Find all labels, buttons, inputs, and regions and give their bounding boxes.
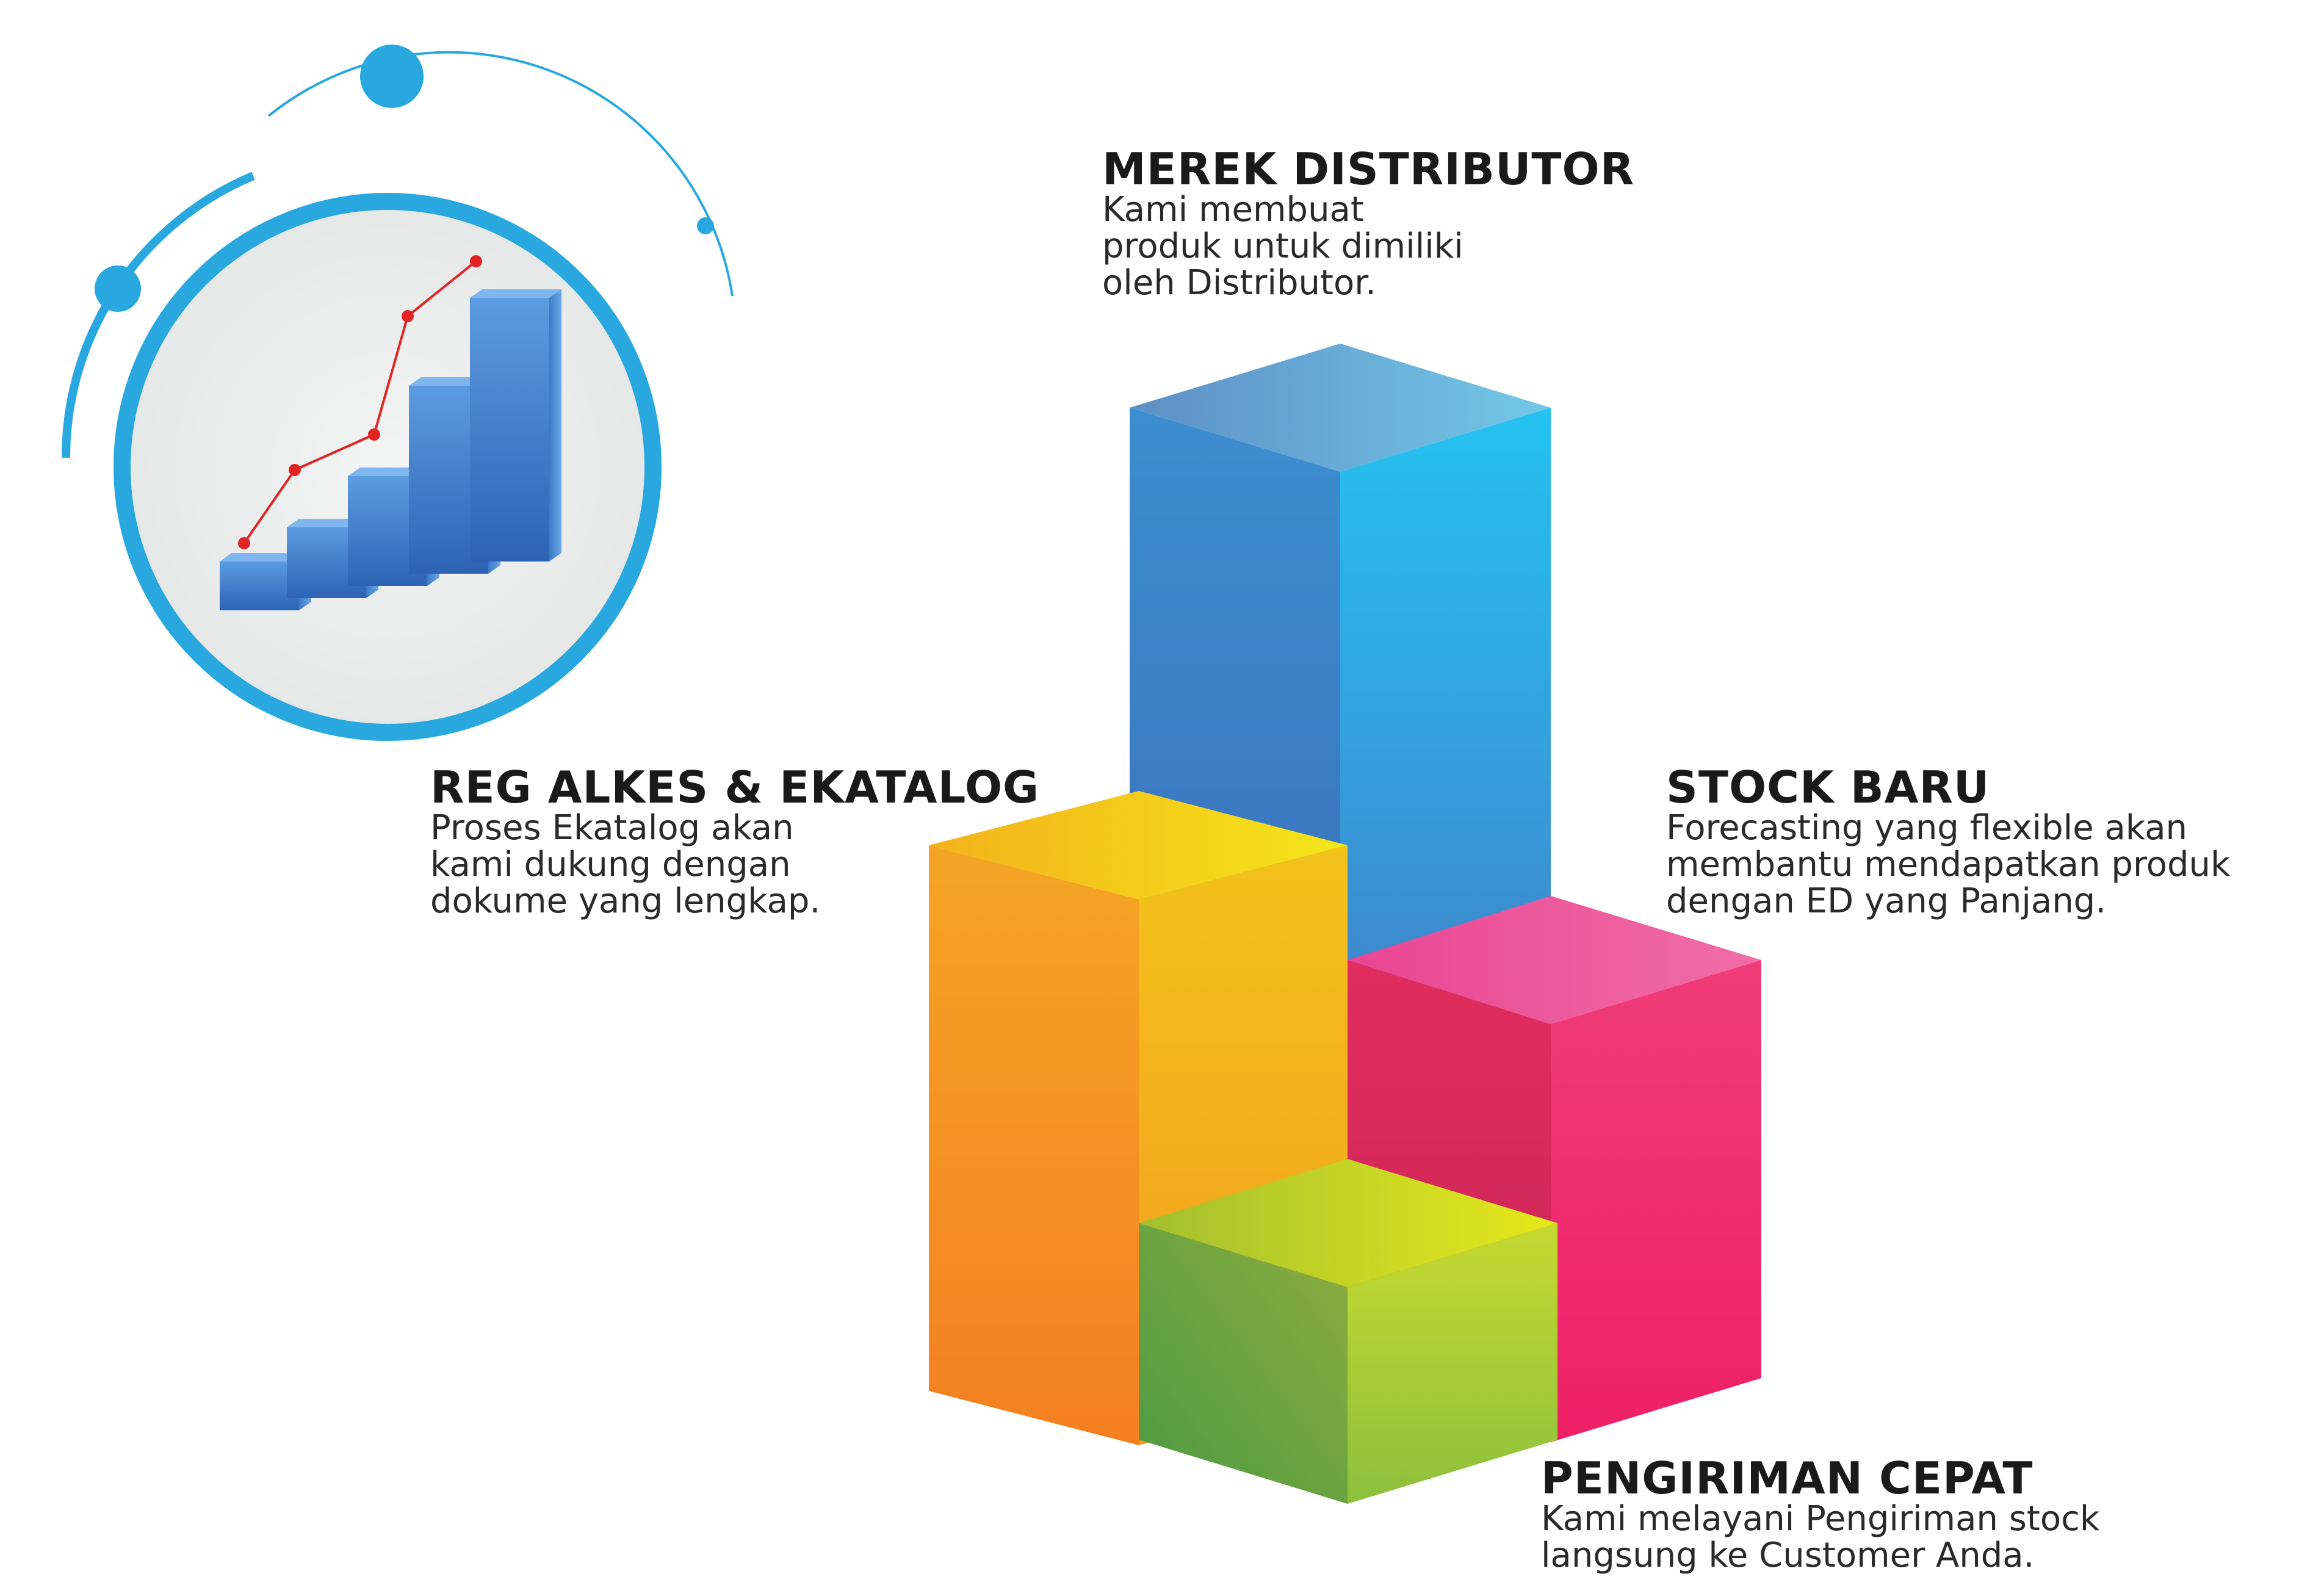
label-description: Kami melayani Pengiriman stock langsung …: [1541, 1501, 2099, 1574]
label-title: REG ALKES & EKATALOG: [430, 762, 1040, 813]
desc-line: produk untuk dimiliki: [1102, 226, 1463, 266]
desc-line: kami dukung dengan: [430, 845, 791, 884]
desc-line: membantu mendapatkan produk: [1666, 845, 2231, 884]
label-pengiriman-cepat: PENGIRIMAN CEPAT Kami melayani Pengirima…: [1541, 1456, 2099, 1574]
label-description: Kami membuat produk untuk dimiliki oleh …: [1102, 192, 1634, 301]
desc-line: Kami membuat: [1102, 190, 1364, 229]
label-description: Forecasting yang flexible akan membantu …: [1666, 810, 2230, 920]
desc-line: Forecasting yang flexible akan: [1666, 808, 2188, 848]
growth-chart-icon: [61, 45, 734, 741]
label-title: STOCK BARU: [1666, 762, 1990, 813]
label-title: PENGIRIMAN CEPAT: [1541, 1453, 2034, 1504]
desc-line: Kami melayani Pengiriman stock: [1541, 1499, 2100, 1539]
desc-line: dokume yang lengkap.: [430, 881, 821, 921]
desc-line: Proses Ekatalog akan: [430, 808, 794, 848]
label-merek-distributor: MEREK DISTRIBUTOR Kami membuat produk un…: [1102, 146, 1634, 301]
label-stock-baru: STOCK BARU Forecasting yang flexible aka…: [1666, 765, 2230, 920]
label-description: Proses Ekatalog akan kami dukung dengan …: [430, 810, 1039, 920]
desc-line: langsung ke Customer Anda.: [1541, 1536, 2035, 1575]
desc-line: oleh Distributor.: [1102, 263, 1376, 303]
label-title: MEREK DISTRIBUTOR: [1102, 143, 1635, 195]
block-pengiriman-cepat: [1139, 1159, 1557, 1504]
label-reg-alkes: REG ALKES & EKATALOG Proses Ekatalog aka…: [430, 765, 1039, 920]
desc-line: dengan ED yang Panjang.: [1666, 881, 2107, 921]
